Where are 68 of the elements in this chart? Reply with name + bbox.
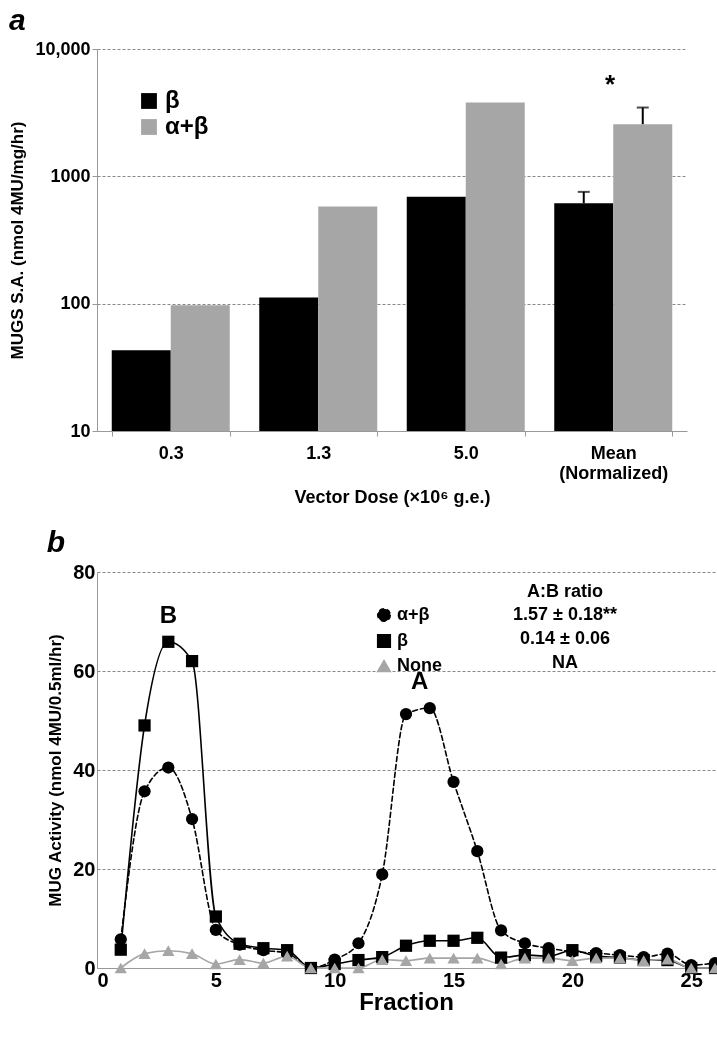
annotation: 1.57 ± 0.18** [513,604,617,624]
x-axis-title: Vector Dose (×10⁶ g.e.) [294,486,491,507]
point [471,952,484,964]
annotation: 0.14 ± 0.06 [520,628,610,648]
point [447,775,460,788]
x-tick-label: Mean (Normalized) [559,442,669,483]
y-tick-label: 60 [73,659,96,682]
point [114,962,127,974]
point [138,719,151,732]
point [352,962,365,974]
chart-title: b [46,525,66,558]
point [328,962,341,974]
point [114,943,127,956]
annotation: A:B ratio [527,581,603,601]
x-tick-label: 10 [324,968,347,991]
point [494,924,508,937]
point [566,955,579,966]
x-tick-label: 20 [561,968,585,991]
point [209,910,222,923]
point [209,958,222,970]
chart-title: a [8,3,26,36]
point [447,952,460,964]
point [257,957,270,969]
y-axis-title: MUG Activity (nmol 4MU/0.5ml/hr) [46,634,66,907]
point [471,931,484,944]
point [138,948,151,959]
point [423,934,436,947]
x-tick-label: 5.0 [453,442,479,463]
point [352,953,365,967]
legend-label: β [397,630,408,650]
x-tick-label: 1.3 [306,442,332,463]
y-tick-label: 20 [73,857,96,880]
point [162,945,175,956]
y-tick-label: 80 [73,560,96,583]
x-tick-label: 0.3 [158,442,184,463]
point [233,954,246,965]
point [518,937,531,950]
y-axis-title: MUGS S.A. (nmol 4MU/mg/hr) [8,121,28,360]
y-tick-label: 40 [73,758,96,781]
point [494,958,508,970]
legend-label: α+β [165,112,209,139]
y-tick-label: 10 [70,420,91,441]
legend-label: β [165,86,180,113]
y-tick-label: 100 [60,293,91,314]
point [423,702,436,715]
x-tick-label: 5 [210,968,222,991]
point [185,948,199,959]
annotation: B [159,601,177,628]
annotation: NA [552,652,578,672]
point [209,923,222,936]
y-tick-label: 1000 [50,165,91,186]
point [185,654,199,668]
point [162,635,175,648]
point [399,955,413,966]
point [138,785,151,798]
point [471,845,484,858]
point [423,952,436,964]
point [399,707,413,721]
point [399,939,413,952]
point [162,761,175,774]
point [185,812,199,826]
y-tick-label: 10,000 [35,38,91,59]
legend-label: α+β [397,604,430,624]
x-tick-label: 25 [680,968,703,991]
point [447,934,460,947]
point [376,868,389,881]
annotation: * [604,69,616,99]
point [352,937,365,950]
